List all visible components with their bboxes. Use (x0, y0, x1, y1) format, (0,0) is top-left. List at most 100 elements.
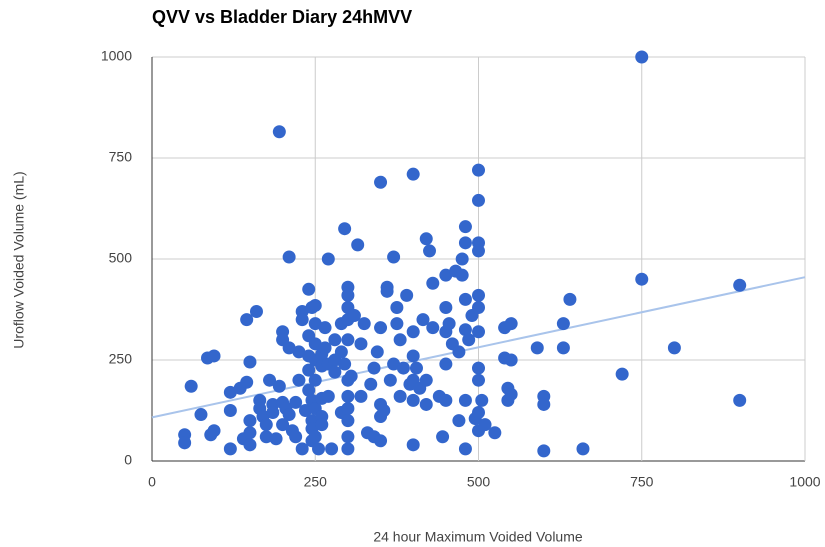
data-point (328, 365, 342, 379)
data-point (367, 361, 381, 375)
data-point (325, 442, 339, 456)
data-point (240, 375, 254, 389)
y-tick-label: 0 (124, 452, 132, 468)
data-point (321, 389, 335, 403)
data-point (488, 426, 502, 440)
data-point (472, 244, 485, 258)
data-point (374, 175, 388, 189)
data-point (364, 377, 378, 391)
data-point (635, 272, 649, 286)
data-point (452, 345, 466, 359)
data-point (289, 430, 303, 444)
data-point (380, 284, 394, 298)
x-tick-label: 500 (467, 474, 491, 490)
data-point (308, 430, 322, 444)
data-point (504, 387, 518, 401)
data-point (282, 341, 296, 355)
data-point (338, 357, 352, 371)
x-tick-label: 750 (630, 474, 654, 490)
y-axis-label: Uroflow Voided Volume (mL) (11, 171, 27, 348)
data-point (178, 436, 192, 450)
y-tick-label: 1000 (101, 48, 132, 64)
data-point (419, 232, 433, 246)
data-point (667, 341, 681, 355)
data-point (733, 393, 747, 407)
data-point (442, 317, 456, 331)
data-point (344, 369, 358, 383)
data-point (223, 442, 237, 456)
data-point (272, 125, 286, 139)
data-point (282, 250, 296, 264)
data-point (635, 50, 649, 64)
data-point (318, 321, 332, 335)
data-point (406, 325, 420, 339)
data-point (354, 389, 368, 403)
data-point (390, 300, 404, 314)
data-point (452, 414, 466, 428)
data-point (387, 357, 401, 371)
x-tick-label: 0 (148, 474, 156, 490)
data-point (530, 341, 544, 355)
data-point (504, 353, 518, 367)
data-point (478, 418, 492, 432)
data-point (341, 430, 355, 444)
data-point (393, 389, 407, 403)
data-point (341, 401, 355, 415)
data-point (406, 349, 420, 363)
data-point (436, 430, 450, 444)
data-point (207, 349, 221, 363)
data-point (615, 367, 629, 381)
data-point (272, 379, 286, 393)
x-axis-label: 24 hour Maximum Voided Volume (373, 529, 583, 545)
data-point (556, 341, 570, 355)
data-point (472, 288, 485, 302)
data-point (312, 442, 326, 456)
data-point (439, 300, 453, 314)
data-point (308, 317, 322, 331)
data-point (295, 313, 309, 327)
data-point (223, 385, 237, 399)
chart-title: QVV vs Bladder Diary 24hMVV (152, 7, 412, 27)
data-point (472, 325, 485, 339)
data-point (409, 361, 423, 375)
data-point (393, 333, 407, 347)
y-tick-label: 500 (109, 250, 133, 266)
data-point (455, 252, 469, 266)
data-point (302, 383, 316, 397)
data-point (537, 444, 551, 458)
data-point (338, 222, 352, 236)
data-point (357, 317, 371, 331)
data-point (396, 361, 410, 375)
data-point (351, 238, 365, 252)
data-point (266, 406, 280, 420)
data-point (458, 442, 472, 456)
data-point (406, 438, 420, 452)
data-point (341, 333, 355, 347)
data-point (308, 373, 322, 387)
data-point (243, 438, 257, 452)
data-point (455, 268, 469, 282)
data-point (458, 236, 472, 250)
data-point (308, 337, 322, 351)
data-point (576, 442, 590, 456)
data-point (426, 276, 440, 290)
data-point (315, 418, 329, 432)
data-point (458, 220, 472, 234)
data-point (354, 337, 368, 351)
data-point (458, 393, 472, 407)
data-point (302, 363, 316, 377)
data-point (249, 305, 263, 319)
data-point (406, 167, 420, 181)
data-point (416, 313, 430, 327)
data-point (406, 393, 420, 407)
y-tick-label: 750 (109, 149, 133, 165)
data-point (370, 345, 384, 359)
data-point (504, 317, 518, 331)
data-point (243, 355, 257, 369)
data-point (563, 292, 577, 306)
data-point (390, 317, 404, 331)
data-point (318, 341, 332, 355)
data-point (298, 404, 312, 417)
data-point (321, 252, 335, 266)
